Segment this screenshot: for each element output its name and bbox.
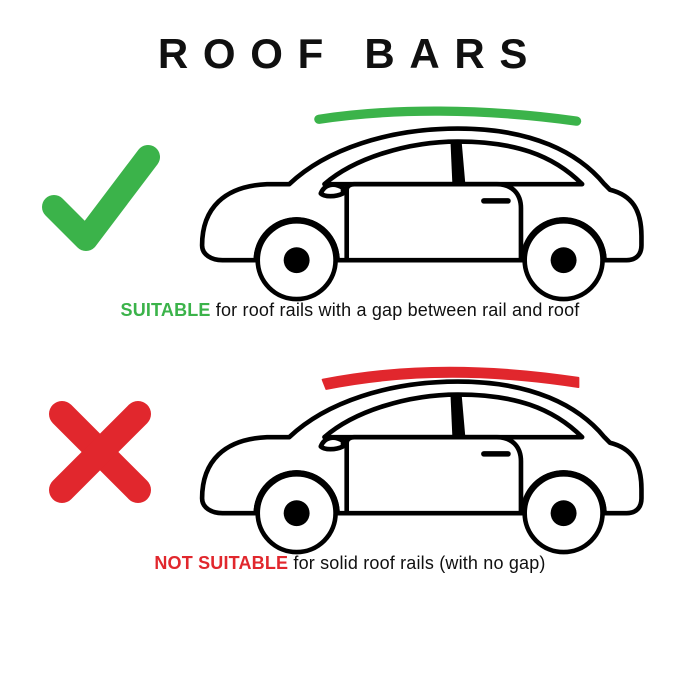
caption-unsuitable-text: for solid roof rails (with no gap) xyxy=(288,553,545,573)
caption-suitable-text: for roof rails with a gap between rail a… xyxy=(211,300,580,320)
unsuitable-row xyxy=(40,347,660,557)
cross-icon xyxy=(40,367,160,537)
page-title: ROOF BARS xyxy=(158,30,542,78)
keyword-suitable: SUITABLE xyxy=(121,300,211,320)
keyword-unsuitable: NOT SUITABLE xyxy=(154,553,288,573)
car-suitable xyxy=(178,94,660,304)
caption-unsuitable: NOT SUITABLE for solid roof rails (with … xyxy=(40,553,660,574)
suitable-row xyxy=(40,94,660,304)
check-icon xyxy=(40,114,160,284)
car-unsuitable xyxy=(178,347,660,557)
caption-suitable: SUITABLE for roof rails with a gap betwe… xyxy=(40,300,660,321)
